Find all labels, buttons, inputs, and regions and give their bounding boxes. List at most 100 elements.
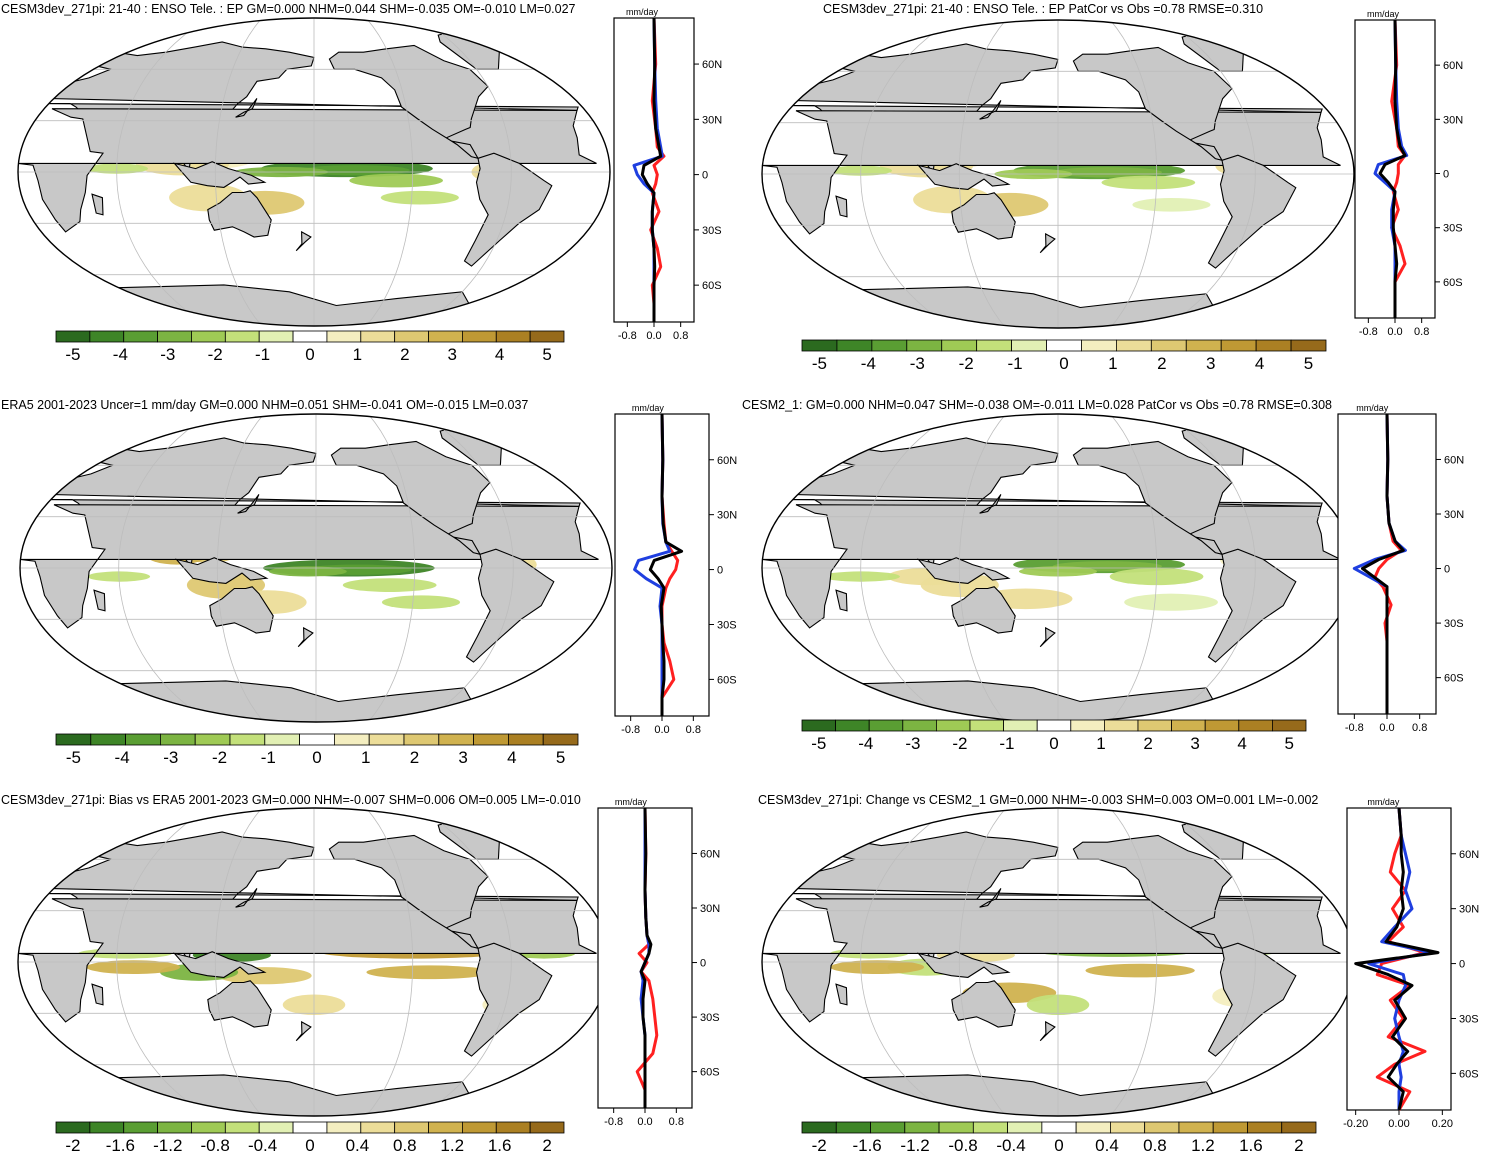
y-tick-label: 60N	[702, 59, 722, 71]
colorbar-label: 0	[312, 748, 321, 767]
map-panel-5	[17, 807, 611, 1117]
land-africa	[762, 504, 1341, 629]
colorbar-label: -1.2	[900, 1136, 929, 1155]
meridian-line	[1109, 808, 1158, 1116]
colorbar-box	[906, 339, 943, 352]
x-tick-label: -0.8	[1345, 722, 1364, 734]
meridian-line	[860, 414, 954, 722]
colorbar-box	[224, 330, 260, 343]
colorbar-1: -5 -4 -3 -2 -1 0 1 2 3 4 5	[55, 330, 565, 364]
y-tick-label: 30N	[1443, 114, 1463, 126]
panel-title-4: CESM2_1: GM=0.000 NHM=0.047 SHM=-0.038 O…	[742, 398, 1332, 412]
precip-anomaly-9	[380, 190, 459, 205]
zonal-unit: mm/day	[615, 797, 648, 807]
colorbar-box	[292, 330, 328, 343]
colorbar-box	[1150, 339, 1187, 352]
y-tick-label: 60S	[702, 280, 722, 292]
y-tick-label: 60S	[717, 674, 737, 686]
colorbar-label: -2	[65, 1136, 80, 1155]
land-south-america	[1207, 548, 1297, 663]
zonal-mean-panel-1: -0.8 0.0 0.8 60N 30N 0 30S 60S mm/day	[613, 7, 722, 342]
colorbar-box	[1110, 1121, 1146, 1134]
x-tick-label: 0.00	[1388, 1118, 1409, 1130]
colorbar-box	[870, 1121, 906, 1134]
colorbar-label: -1	[1008, 354, 1023, 373]
colorbar-box	[801, 1121, 837, 1134]
colorbar-box	[1070, 719, 1105, 732]
colorbar-box	[89, 1121, 125, 1134]
y-tick-label: 60N	[700, 848, 720, 860]
y-tick-label: 0	[1444, 564, 1450, 576]
meridian-line	[860, 20, 954, 328]
zonal-unit: mm/day	[632, 403, 665, 413]
map-panel-1	[17, 17, 611, 327]
colorbar-label: 3	[1190, 734, 1199, 753]
land-madagascar	[91, 193, 104, 216]
colorbar-label: -4	[858, 734, 873, 753]
meridian-line	[1162, 20, 1256, 328]
colorbar-label: -0.4	[996, 1136, 1025, 1155]
meridian-line	[1109, 414, 1158, 722]
colorbar-label: 5	[542, 345, 551, 364]
y-tick-label: 30N	[702, 114, 722, 126]
land-new-zealand	[295, 1020, 312, 1042]
colorbar-label: 0	[305, 345, 314, 364]
colorbar-box	[125, 733, 161, 746]
colorbar-label: 2	[542, 1136, 551, 1155]
precip-anomaly-3	[217, 967, 312, 985]
land-north-america	[1072, 46, 1233, 162]
colorbar-label: 0	[1059, 354, 1068, 373]
meridian-line	[958, 808, 1007, 1116]
colorbar-box	[868, 719, 904, 732]
precip-anomaly-4	[1101, 175, 1196, 190]
map-border	[17, 17, 611, 327]
precip-anomaly-4	[342, 578, 437, 592]
colorbar-label: -1.6	[106, 1136, 135, 1155]
land-maritime	[916, 951, 1011, 978]
zonal-mean-panel-5: -0.8 0.0 0.8 60N 30N 0 30S 60S mm/day	[597, 797, 720, 1128]
land-north-america	[330, 440, 491, 556]
colorbar-box	[191, 1121, 226, 1134]
colorbar-label: -1	[261, 748, 276, 767]
colorbar-box	[542, 733, 579, 746]
colorbar-box	[258, 330, 294, 343]
panel-title-2: CESM3dev_271pi: 21-40 : ENSO Tele. : EP …	[823, 2, 1263, 16]
colorbar-label: 4	[495, 345, 504, 364]
y-tick-label: 30S	[702, 225, 722, 237]
meridian-line	[365, 808, 414, 1116]
x-tick-label: 0.8	[669, 1116, 684, 1128]
colorbar-box	[1046, 339, 1082, 352]
colorbar-box	[1247, 1121, 1283, 1134]
panel-title-3: ERA5 2001-2023 Uncer=1 mm/day GM=0.000 N…	[1, 398, 528, 412]
colorbar-label: 5	[556, 748, 565, 767]
colorbar-box	[473, 733, 509, 746]
colorbar-box	[403, 733, 440, 746]
precip-anomaly-9	[1124, 593, 1218, 611]
colorbar-box	[333, 733, 370, 746]
colorbar-box	[495, 1121, 531, 1134]
colorbar-label: -1	[255, 345, 270, 364]
colorbar-box	[157, 330, 192, 343]
land-north-america	[1072, 834, 1233, 950]
colorbar-box	[55, 1121, 91, 1134]
colorbar-label: -3	[910, 354, 925, 373]
zonal-series-black	[640, 17, 663, 322]
precip-anomaly-6	[830, 960, 925, 974]
zonal-series-black	[1361, 413, 1405, 714]
y-tick-label: 30N	[1459, 904, 1479, 916]
colorbar-box	[1255, 339, 1292, 352]
colorbar-label: 0.8	[393, 1136, 417, 1155]
colorbar-label: 2	[410, 748, 419, 767]
colorbar-label: 0.8	[1143, 1136, 1167, 1155]
land-madagascar	[93, 589, 106, 612]
land-japan	[235, 98, 258, 118]
colorbar-box	[941, 339, 978, 352]
zonal-mean-panel-4: -0.8 0.0 0.8 60N 30N 0 30S 60S mm/day	[1337, 403, 1464, 734]
map-panel-2	[761, 19, 1355, 329]
zonal-unit: mm/day	[1367, 9, 1400, 19]
colorbar-box	[902, 719, 937, 732]
colorbar-label: 5	[1284, 734, 1293, 753]
land-new-zealand	[1039, 626, 1056, 648]
meridian-line	[365, 18, 414, 326]
meridian-line	[116, 808, 210, 1116]
